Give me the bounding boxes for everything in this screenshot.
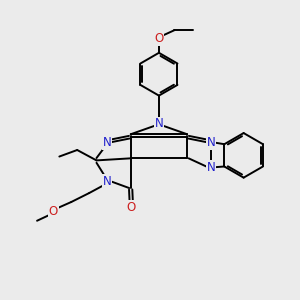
Text: N: N bbox=[207, 161, 215, 174]
Text: O: O bbox=[127, 201, 136, 214]
Text: N: N bbox=[207, 136, 215, 149]
Text: O: O bbox=[49, 205, 58, 218]
Text: N: N bbox=[154, 117, 163, 130]
Text: N: N bbox=[103, 136, 111, 149]
Text: O: O bbox=[154, 32, 164, 45]
Text: N: N bbox=[103, 175, 111, 188]
